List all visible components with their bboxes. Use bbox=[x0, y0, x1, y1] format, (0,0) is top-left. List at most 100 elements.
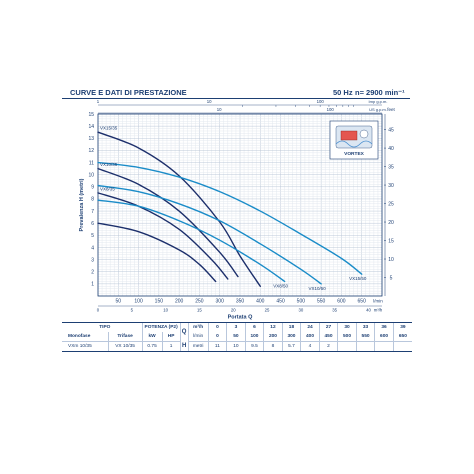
chart-curves bbox=[97, 131, 363, 287]
q-m3h-0: 0 bbox=[207, 322, 227, 332]
h-value-10 bbox=[392, 341, 412, 352]
series-label-end-4: VX8/50 bbox=[273, 283, 288, 288]
h-value-6: 2 bbox=[318, 341, 338, 352]
q-lmin-8: 550 bbox=[355, 332, 375, 342]
x-tick-label: 200 bbox=[175, 299, 184, 305]
feet-unit-label: feet bbox=[387, 107, 395, 112]
y-axis-label: Prevalenza H (metri) bbox=[79, 178, 85, 231]
q-unit-lmin: l/min bbox=[187, 332, 209, 342]
q-m3h-4: 18 bbox=[281, 322, 301, 332]
tri-model: VX 10/35 bbox=[107, 341, 143, 352]
usgpm-unit: US g.p.m. bbox=[369, 107, 387, 112]
x-bottom-unit: l/min bbox=[373, 299, 383, 304]
top-unit: Imp g.p.m. bbox=[369, 99, 388, 104]
h-value-8 bbox=[355, 341, 375, 352]
plot-frame bbox=[97, 113, 383, 297]
feet-tick-label: 5 bbox=[390, 275, 393, 281]
series-curve-4 bbox=[97, 199, 286, 283]
top-tick-label: 100 bbox=[317, 99, 325, 104]
q-lmin-0: 0 bbox=[207, 332, 227, 342]
y-tick-label: 9 bbox=[91, 185, 94, 191]
x-tick-label: 150 bbox=[155, 299, 164, 305]
impeller-shape bbox=[340, 130, 358, 141]
q-lmin-3: 200 bbox=[263, 332, 283, 342]
y-tick-label: 6 bbox=[91, 221, 94, 227]
y-tick-label: 7 bbox=[91, 209, 94, 215]
y-tick-label: 12 bbox=[88, 148, 94, 154]
feet-tick-label: 25 bbox=[388, 201, 394, 207]
x-tick-label: 550 bbox=[317, 299, 326, 305]
h-letter: H bbox=[179, 341, 189, 352]
q-m3h-2: 6 bbox=[244, 322, 264, 332]
m3h-tick-label: 25 bbox=[265, 308, 270, 313]
x-tick-label: 250 bbox=[195, 299, 204, 305]
q-lmin-4: 300 bbox=[281, 332, 301, 342]
m3h-unit: m³/h bbox=[374, 308, 383, 313]
y-tick-label: 10 bbox=[88, 172, 94, 178]
x-tick-label: 100 bbox=[134, 299, 143, 305]
q-m3h-8: 33 bbox=[355, 322, 375, 332]
x-tick-label: 350 bbox=[236, 299, 245, 305]
feet-tick-label: 45 bbox=[388, 127, 394, 133]
q-lmin-5: 400 bbox=[300, 332, 320, 342]
q-lmin-7: 500 bbox=[337, 332, 357, 342]
q-lmin-1: 50 bbox=[226, 332, 246, 342]
m3h-tick-label: 5 bbox=[131, 308, 134, 313]
chart-section-title: CURVE E DATI DI PRESTAZIONE bbox=[70, 88, 187, 97]
h-value-2: 9.5 bbox=[244, 341, 264, 352]
series-curve-3 bbox=[97, 222, 217, 283]
y-tick-label: 8 bbox=[91, 197, 94, 203]
y-tick-label: 5 bbox=[91, 233, 94, 239]
h-value-4: 5.7 bbox=[281, 341, 301, 352]
m3h-tick-label: 20 bbox=[231, 308, 236, 313]
q-unit-m3h: m³/h bbox=[187, 322, 209, 332]
vortex-inset: VORTEX bbox=[329, 120, 379, 160]
feet-tick-label: 35 bbox=[388, 164, 394, 170]
series-label-start-2: VX8/35 bbox=[100, 186, 115, 191]
series-label-end-6: VX15/50 bbox=[349, 276, 367, 281]
tipo-header: TIPO bbox=[62, 322, 143, 332]
y-tick-label: 2 bbox=[91, 270, 94, 276]
hp-header: HP bbox=[161, 332, 181, 342]
flow-wave-shape bbox=[335, 140, 373, 148]
m3h-tick-label: 30 bbox=[298, 308, 303, 313]
h-value-3: 8 bbox=[263, 341, 283, 352]
vortex-label: VORTEX bbox=[344, 151, 365, 157]
h-value-0: 11 bbox=[207, 341, 227, 352]
h-value-5: 4 bbox=[300, 341, 320, 352]
power-kw: 0.75 bbox=[141, 341, 163, 352]
outlet-shape bbox=[359, 129, 369, 139]
q-letter: Q bbox=[179, 322, 189, 342]
y-tick-label: 15 bbox=[88, 112, 94, 118]
x-tick-label: 600 bbox=[337, 299, 346, 305]
monofase-header: Monofase bbox=[62, 332, 109, 342]
q-m3h-7: 30 bbox=[337, 322, 357, 332]
trifase-header: Trifase bbox=[107, 332, 143, 342]
q-m3h-6: 27 bbox=[318, 322, 338, 332]
m3h-tick-label: 15 bbox=[197, 308, 202, 313]
series-label-start-0: VX15/35 bbox=[100, 126, 118, 131]
y-tick-label: 3 bbox=[91, 257, 94, 263]
x-tick-label: 500 bbox=[297, 299, 306, 305]
x-tick-label: 650 bbox=[358, 299, 367, 305]
series-label-start-1: VX10/35 bbox=[100, 162, 118, 167]
usgpm-tick-label: 100 bbox=[327, 107, 335, 112]
m3h-tick-label: 40 bbox=[366, 308, 371, 313]
h-value-1: 10 bbox=[226, 341, 246, 352]
x-tick-label: 400 bbox=[256, 299, 265, 305]
h-unit: metri bbox=[187, 341, 209, 352]
series-label-end-5: VX10/50 bbox=[309, 286, 327, 291]
series-curve-6 bbox=[97, 161, 363, 275]
y-tick-label: 11 bbox=[89, 160, 94, 166]
kw-header: kW bbox=[141, 332, 163, 342]
y-tick-label: 4 bbox=[91, 245, 94, 251]
feet-tick-label: 20 bbox=[388, 220, 394, 226]
y-tick-label: 1 bbox=[91, 282, 94, 288]
q-m3h-1: 3 bbox=[226, 322, 246, 332]
m3h-tick-label: 10 bbox=[163, 308, 168, 313]
m3h-tick-label: 0 bbox=[97, 308, 100, 313]
h-value-9 bbox=[374, 341, 394, 352]
q-lmin-10: 650 bbox=[392, 332, 412, 342]
